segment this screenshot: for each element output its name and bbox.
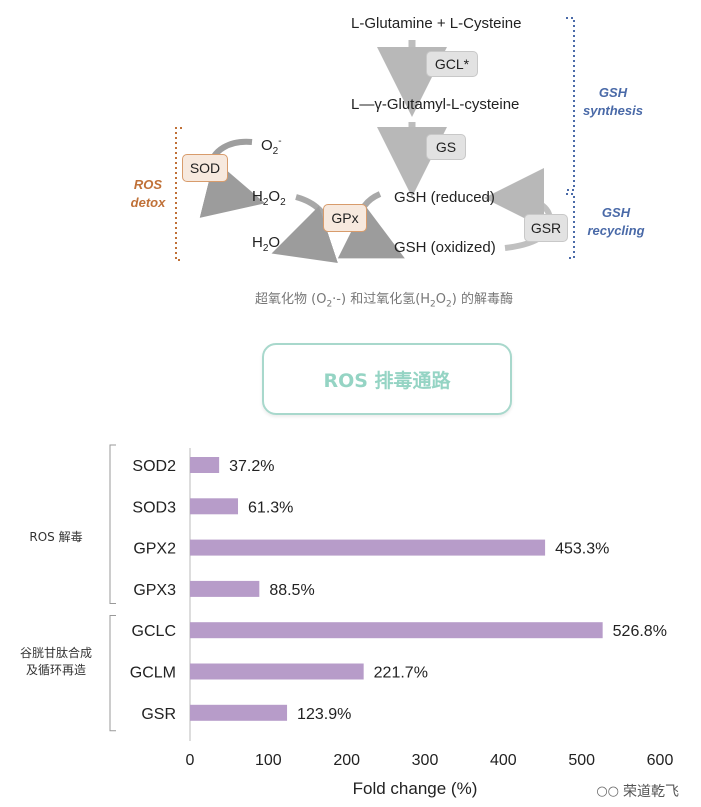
x-tick-label: 600 xyxy=(647,752,674,769)
x-tick-label: 100 xyxy=(255,752,282,769)
wechat-icon: ○○ xyxy=(596,783,619,799)
pathway-arrows xyxy=(175,17,575,263)
x-tick-label: 500 xyxy=(568,752,595,769)
gsh-reduced-label: GSH (reduced) xyxy=(394,189,495,206)
category-label: GPX2 xyxy=(133,541,176,558)
superoxide-label: O2- xyxy=(261,136,282,157)
bar-value-label: 526.8% xyxy=(613,623,667,640)
x-tick-label: 0 xyxy=(186,752,195,769)
gcl-enzyme-box: GCL* xyxy=(426,51,478,77)
x-axis-label: Fold change (%) xyxy=(353,779,478,798)
group-bracket-gsh xyxy=(109,615,116,732)
category-label: GCLC xyxy=(132,623,176,640)
bar-value-label: 61.3% xyxy=(248,499,293,516)
gsr-enzyme-box: GSR xyxy=(524,214,568,242)
bar xyxy=(190,622,603,639)
ros-detox-label: ROS detox xyxy=(130,177,166,210)
sod-enzyme-box: SOD xyxy=(182,154,228,182)
watermark-text: 荣道乾飞 xyxy=(623,784,679,800)
category-label: GSR xyxy=(141,706,176,723)
gsh-recycling-bracket xyxy=(566,193,575,259)
gsh-synthesis-bracket xyxy=(566,17,575,191)
gsh-oxidized-label: GSH (oxidized) xyxy=(394,239,496,256)
bar-value-label: 37.2% xyxy=(229,458,274,475)
bar xyxy=(190,663,364,680)
intermediate-label: L—γ-Glutamyl-L-cysteine xyxy=(351,96,520,113)
bar-value-label: 453.3% xyxy=(555,541,609,558)
h2o-label: H2O xyxy=(252,234,281,254)
bar xyxy=(190,498,239,515)
bar-value-label: 123.9% xyxy=(297,706,351,723)
x-tick-label: 300 xyxy=(412,752,439,769)
category-label: SOD2 xyxy=(132,458,176,475)
fold-change-bar-chart: SOD2 37.2% SOD3 61.3% GPX2 453.3% GPX3 88.5% GCL… xyxy=(109,444,674,798)
pathway-diagram: L-Glutamine + L-Cysteine GCL* L—γ-Glutam… xyxy=(0,0,701,320)
group-label-gsh: 谷胱甘肽合成 及循环再造 xyxy=(19,646,92,677)
bar-value-label: 88.5% xyxy=(269,582,314,599)
diagram-caption: 超氧化物 (O2·-) 和过氧化氢(H2O2) 的解毒酶 xyxy=(255,292,513,310)
bar xyxy=(190,580,260,597)
x-tick-label: 200 xyxy=(333,752,360,769)
bar xyxy=(190,457,220,473)
category-label: GCLM xyxy=(130,665,176,682)
x-tick-label: 400 xyxy=(490,752,517,769)
watermark: ○○ 荣道乾飞 xyxy=(596,781,679,801)
gs-enzyme-box: GS xyxy=(426,134,466,160)
bar xyxy=(190,539,546,556)
bar-value-label: 221.7% xyxy=(374,665,428,682)
bar xyxy=(190,704,288,721)
ros-detox-bracket xyxy=(175,127,182,261)
substrate-label: L-Glutamine + L-Cysteine xyxy=(351,15,522,32)
h2o2-label: H2O2 xyxy=(252,188,286,208)
section-title: ROS 排毒通路 xyxy=(262,343,512,415)
category-label: SOD3 xyxy=(132,499,176,516)
group-label-ros: ROS 解毒 xyxy=(29,530,83,544)
gpx-enzyme-box: GPx xyxy=(323,204,367,232)
category-label: GPX3 xyxy=(133,582,176,599)
gsh-recycling-label: GSH recycling xyxy=(587,205,645,238)
gpx-arrow-h2o2 xyxy=(271,194,338,263)
gsh-synthesis-label: GSH synthesis xyxy=(583,85,643,118)
group-bracket-ros xyxy=(109,444,116,605)
